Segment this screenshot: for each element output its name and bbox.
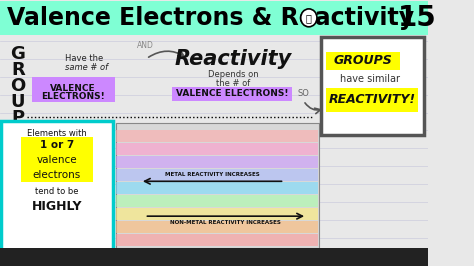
Bar xyxy=(117,195,318,207)
Bar xyxy=(117,156,318,168)
Text: the # of: the # of xyxy=(216,79,250,88)
Text: P: P xyxy=(11,109,25,127)
Text: VALENCE ELECTRONS!: VALENCE ELECTRONS! xyxy=(176,89,288,98)
Text: Have the: Have the xyxy=(65,54,103,63)
Text: NON-METAL REACTIVITY INCREASES: NON-METAL REACTIVITY INCREASES xyxy=(170,220,281,225)
FancyBboxPatch shape xyxy=(21,152,93,167)
Text: G: G xyxy=(10,45,26,63)
Bar xyxy=(0,248,428,266)
Text: Reactivity: Reactivity xyxy=(174,49,292,69)
Bar xyxy=(117,169,318,181)
FancyBboxPatch shape xyxy=(21,138,93,152)
Text: Depends on: Depends on xyxy=(208,70,258,79)
Text: AND: AND xyxy=(137,41,154,50)
Text: have similar: have similar xyxy=(340,74,400,84)
Text: S: S xyxy=(11,124,25,143)
Text: 1 or 7: 1 or 7 xyxy=(40,140,74,150)
FancyBboxPatch shape xyxy=(326,52,400,70)
Bar xyxy=(117,143,318,155)
Text: valence: valence xyxy=(36,155,77,165)
Bar xyxy=(117,234,318,246)
Text: tend to be: tend to be xyxy=(35,187,79,196)
Text: HIGHLY: HIGHLY xyxy=(32,200,82,213)
FancyBboxPatch shape xyxy=(173,87,292,101)
Text: VALENCE: VALENCE xyxy=(50,84,96,93)
Bar xyxy=(117,208,318,220)
Text: 15: 15 xyxy=(398,4,437,32)
Bar xyxy=(117,182,318,194)
Text: R: R xyxy=(11,61,25,79)
FancyBboxPatch shape xyxy=(21,167,93,182)
Text: electrons: electrons xyxy=(33,170,81,180)
Text: O: O xyxy=(10,77,26,95)
Bar xyxy=(117,130,318,142)
FancyBboxPatch shape xyxy=(326,88,418,111)
Text: same # of: same # of xyxy=(65,63,108,72)
Text: ELECTRONS!: ELECTRONS! xyxy=(41,92,105,101)
Bar xyxy=(116,123,319,248)
Bar xyxy=(117,221,318,233)
Text: ✊: ✊ xyxy=(306,13,312,23)
Text: Elements with: Elements with xyxy=(27,129,87,138)
Circle shape xyxy=(301,9,317,27)
FancyBboxPatch shape xyxy=(1,122,113,250)
Text: Valence Electrons & Reactivity: Valence Electrons & Reactivity xyxy=(7,6,414,30)
Text: SO: SO xyxy=(298,89,310,98)
Text: METAL REACTIVITY INCREASES: METAL REACTIVITY INCREASES xyxy=(165,172,260,177)
Text: REACTIVITY!: REACTIVITY! xyxy=(328,93,416,106)
Text: U: U xyxy=(11,93,25,111)
Text: GROUPS: GROUPS xyxy=(334,54,392,67)
FancyBboxPatch shape xyxy=(321,37,424,135)
FancyBboxPatch shape xyxy=(0,1,428,35)
FancyBboxPatch shape xyxy=(32,77,115,102)
